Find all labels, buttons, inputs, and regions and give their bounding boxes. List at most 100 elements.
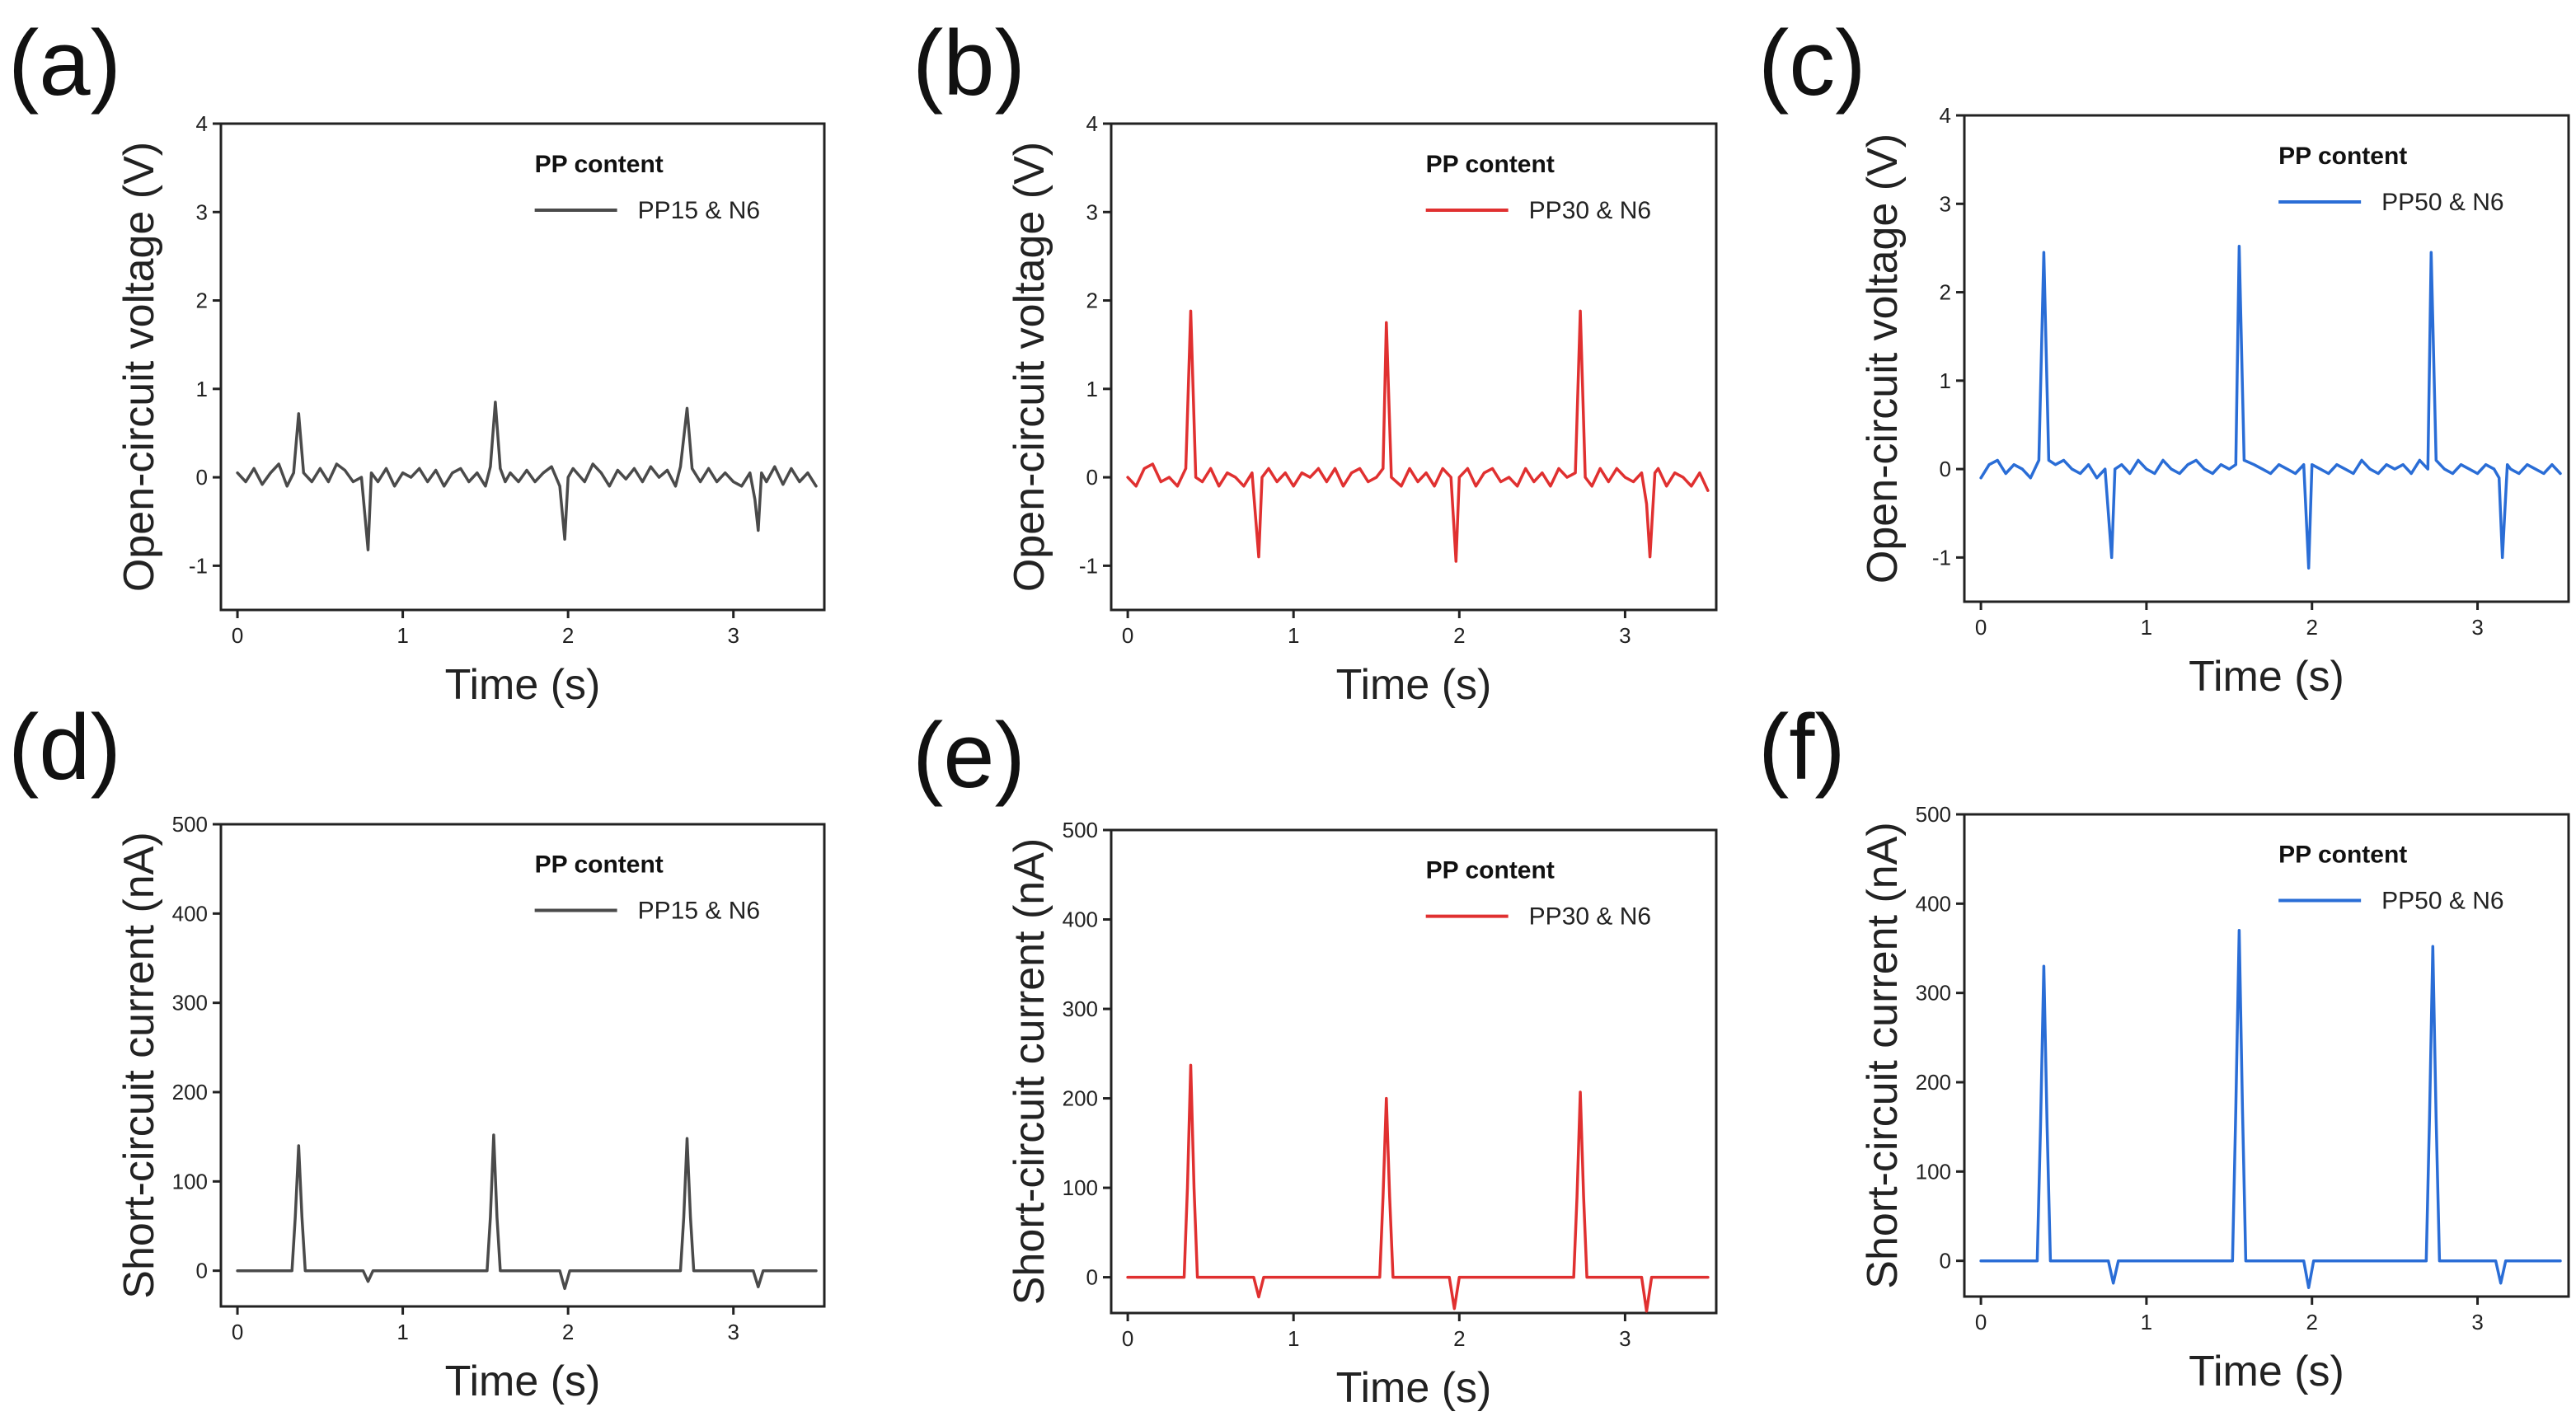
chart-panel: (d) 0 1 2 3 0 100 200 300 400 500 Time (s) Short-cir… xyxy=(8,696,826,1405)
legend-label: PP50 & N6 xyxy=(2381,189,2503,216)
series-line xyxy=(236,1133,818,1291)
y-tick-label: 100 xyxy=(1063,1175,1098,1200)
x-tick-label: 0 xyxy=(1122,623,1133,648)
x-axis-title: Time (s) xyxy=(445,1358,601,1405)
y-tick-label: 4 xyxy=(196,111,208,136)
y-tick-label: 100 xyxy=(172,1169,208,1194)
x-tick-label: 3 xyxy=(2471,615,2483,640)
x-tick-label: 2 xyxy=(562,623,574,648)
y-tick-label: 0 xyxy=(196,1259,208,1283)
x-tick-label: 2 xyxy=(2306,615,2317,640)
legend-label: PP50 & N6 xyxy=(2381,888,2503,915)
plot-frame xyxy=(1963,114,2570,603)
panel-letter: (a) xyxy=(8,12,121,115)
panel-letter: (d) xyxy=(8,696,121,799)
chart-panel: (c) 0 1 2 3 -1 0 1 2 3 4 Time (s) Open-circuit volta… xyxy=(1758,12,2570,701)
x-tick-label: 3 xyxy=(2471,1310,2483,1334)
panel-letter: (c) xyxy=(1758,12,1866,115)
x-tick-label: 3 xyxy=(727,623,739,648)
y-tick-label: 400 xyxy=(1916,891,1951,916)
x-tick-label: 2 xyxy=(2306,1310,2317,1334)
y-tick-label: 200 xyxy=(172,1080,208,1104)
x-tick-label: 0 xyxy=(232,1320,243,1344)
y-axis-title: Short-circuit current (nA) xyxy=(1006,838,1053,1305)
series-line xyxy=(1979,245,2562,570)
y-tick-label: 300 xyxy=(172,991,208,1015)
plot-frame xyxy=(1110,122,1718,612)
legend-label: PP15 & N6 xyxy=(638,197,760,224)
y-axis-title: Open-circuit voltage (V) xyxy=(115,142,163,592)
y-tick-label: 400 xyxy=(172,901,208,926)
plot-frame xyxy=(1963,813,2570,1298)
y-tick-label: 500 xyxy=(172,812,208,837)
y-axis-title: Open-circuit voltage (V) xyxy=(1006,142,1053,592)
x-tick-label: 1 xyxy=(396,1320,408,1344)
x-axis-title: Time (s) xyxy=(2189,1348,2344,1395)
series-line xyxy=(236,401,818,551)
legend-label: PP30 & N6 xyxy=(1529,197,1651,224)
y-tick-label: 2 xyxy=(196,288,208,313)
legend-label: PP30 & N6 xyxy=(1529,903,1651,931)
x-tick-label: 3 xyxy=(727,1320,739,1344)
x-tick-label: 1 xyxy=(396,623,408,648)
x-tick-label: 0 xyxy=(1975,615,1987,640)
x-axis-title: Time (s) xyxy=(1336,661,1492,709)
y-tick-label: 0 xyxy=(1086,1265,1098,1290)
x-tick-label: 3 xyxy=(1619,623,1631,648)
y-axis-title: Short-circuit current (nA) xyxy=(115,832,163,1298)
y-tick-label: -1 xyxy=(189,553,208,578)
y-tick-label: -1 xyxy=(1079,553,1098,578)
plot-frame xyxy=(1110,828,1718,1315)
y-tick-label: 500 xyxy=(1063,818,1098,842)
chart-panel: (f) 0 1 2 3 0 100 200 300 400 500 Time (s) Short-cir… xyxy=(1758,696,2570,1395)
y-tick-label: 4 xyxy=(1940,103,1951,128)
x-tick-label: 2 xyxy=(1453,623,1465,648)
y-tick-label: 3 xyxy=(196,199,208,224)
legend-title: PP content xyxy=(535,851,664,879)
series-line xyxy=(1126,309,1710,563)
y-axis-title: Open-circuit voltage (V) xyxy=(1859,134,1907,584)
plot-frame xyxy=(219,122,826,612)
y-tick-label: 0 xyxy=(196,465,208,490)
panel-letter: (e) xyxy=(913,704,1025,807)
x-tick-label: 1 xyxy=(2141,615,2152,640)
chart-panel: (e) 0 1 2 3 0 100 200 300 400 500 Time (s) Short-cir… xyxy=(913,704,1718,1412)
x-tick-label: 1 xyxy=(2141,1310,2152,1334)
y-tick-label: 0 xyxy=(1940,457,1951,481)
legend-title: PP content xyxy=(2278,143,2407,170)
panel-letter: (b) xyxy=(913,12,1025,115)
series-line xyxy=(1126,1063,1710,1313)
y-tick-label: 200 xyxy=(1063,1086,1098,1111)
y-tick-label: 3 xyxy=(1940,191,1951,216)
chart-panel: (b) 0 1 2 3 -1 0 1 2 3 4 Time (s) Open-circuit volta… xyxy=(913,12,1718,709)
y-tick-label: -1 xyxy=(1932,545,1951,570)
series-line xyxy=(1979,929,2562,1289)
y-tick-label: 200 xyxy=(1916,1070,1951,1095)
y-tick-label: 0 xyxy=(1086,465,1098,490)
x-tick-label: 0 xyxy=(1122,1326,1133,1351)
legend-title: PP content xyxy=(1426,151,1555,178)
y-tick-label: 100 xyxy=(1916,1159,1951,1184)
y-tick-label: 0 xyxy=(1940,1249,1951,1273)
x-tick-label: 1 xyxy=(1288,1326,1299,1351)
legend-title: PP content xyxy=(2278,842,2407,869)
x-tick-label: 2 xyxy=(562,1320,574,1344)
y-tick-label: 1 xyxy=(1086,377,1098,401)
panel-letter: (f) xyxy=(1758,696,1846,799)
x-axis-title: Time (s) xyxy=(445,661,601,709)
x-axis-title: Time (s) xyxy=(2189,653,2344,701)
x-tick-label: 0 xyxy=(1975,1310,1987,1334)
y-tick-label: 400 xyxy=(1063,907,1098,932)
legend-title: PP content xyxy=(535,151,664,178)
y-tick-label: 4 xyxy=(1086,111,1098,136)
y-tick-label: 2 xyxy=(1086,288,1098,313)
x-tick-label: 2 xyxy=(1453,1326,1465,1351)
y-tick-label: 3 xyxy=(1086,199,1098,224)
y-tick-label: 1 xyxy=(196,377,208,401)
y-tick-label: 300 xyxy=(1063,997,1098,1021)
chart-panel: (a) 0 1 2 3 -1 0 1 2 3 4 Time (s) Open-circuit volta… xyxy=(8,12,826,709)
legend-title: PP content xyxy=(1426,857,1555,884)
y-tick-label: 1 xyxy=(1940,368,1951,393)
x-tick-label: 3 xyxy=(1619,1326,1631,1351)
